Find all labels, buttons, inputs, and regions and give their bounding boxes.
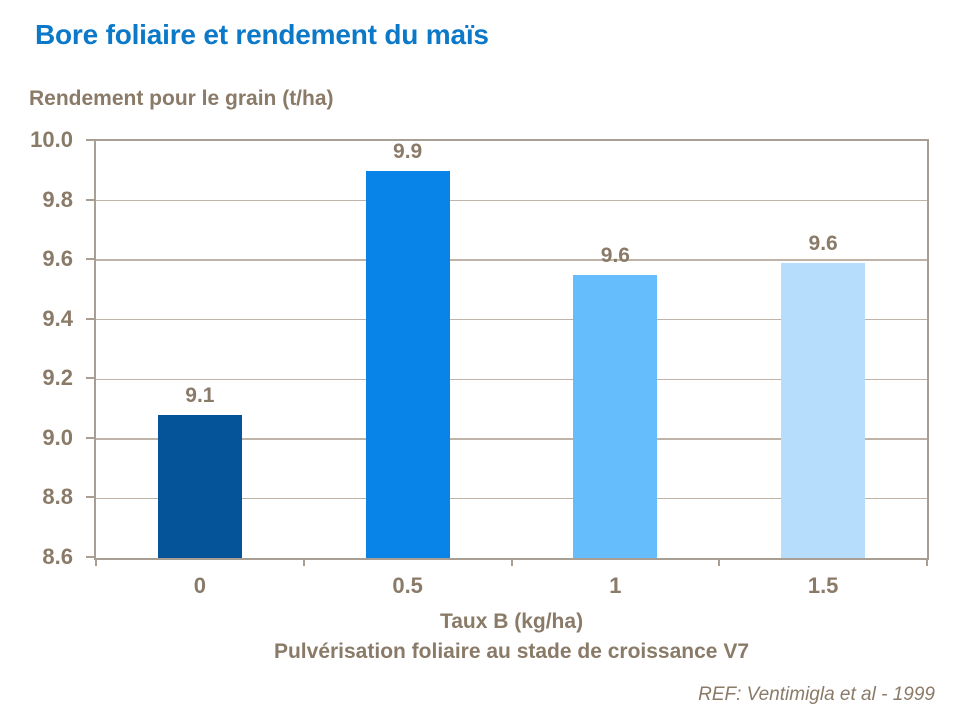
bar-0.5 xyxy=(365,170,450,558)
bar-value-label-1.5: 9.6 xyxy=(808,232,838,256)
y-tick-label-9.8: 9.8 xyxy=(42,186,73,212)
reference-note: REF: Ventimigla et al - 1999 xyxy=(698,684,935,705)
bar-1.5 xyxy=(781,263,866,558)
y-tick-label-9.4: 9.4 xyxy=(42,305,73,331)
bar-value-label-0.5: 9.9 xyxy=(393,139,423,163)
gridline-9.2 xyxy=(96,378,927,381)
x-axis-subtitle: Pulvérisation foliaire au stade de crois… xyxy=(273,640,750,663)
x-tick-label-0: 0 xyxy=(193,573,206,598)
chart-title: Bore foliaire et rendement du maïs xyxy=(35,19,489,50)
x-tick-mark xyxy=(718,560,721,566)
y-tick-label-9.2: 9.2 xyxy=(42,365,73,391)
gridline-9.8 xyxy=(96,199,927,202)
bar-0 xyxy=(157,415,242,558)
y-tick-mark xyxy=(86,556,94,558)
y-tick-label-8.8: 8.8 xyxy=(42,484,73,510)
x-tick-label-0.5: 0.5 xyxy=(392,573,423,598)
x-tick-mark xyxy=(302,560,305,566)
x-tick-mark xyxy=(926,560,928,566)
y-tick-mark xyxy=(86,496,94,499)
y-axis-title: Rendement pour le grain (t/ha) xyxy=(29,87,334,110)
gridline-8.8 xyxy=(96,497,927,500)
bar-value-label-0: 9.1 xyxy=(185,384,215,408)
y-tick-mark xyxy=(86,258,94,261)
x-tick-mark xyxy=(510,560,513,566)
plot-area: 9.1 9.9 9.6 9.6 xyxy=(94,139,929,560)
x-tick-mark xyxy=(95,560,97,566)
bar-value-label-1: 9.6 xyxy=(600,244,630,268)
y-tick-label-8.6: 8.6 xyxy=(42,544,73,569)
x-tick-label-1: 1 xyxy=(609,573,622,598)
y-tick-mark xyxy=(86,377,94,380)
y-tick-mark xyxy=(86,436,94,439)
gridline-9.4 xyxy=(96,318,927,321)
y-tick-label-10.0: 10.0 xyxy=(30,127,73,152)
bar-1 xyxy=(573,275,658,558)
gridline-9.6 xyxy=(96,259,927,261)
gridline-9 xyxy=(96,438,927,440)
x-tick-label-1.5: 1.5 xyxy=(807,573,839,598)
x-axis-title: Taux B (kg/ha) xyxy=(439,610,584,633)
y-tick-mark xyxy=(86,198,94,201)
y-tick-label-9.0: 9.0 xyxy=(42,424,73,450)
y-tick-mark xyxy=(86,139,94,141)
y-tick-label-9.6: 9.6 xyxy=(42,246,73,272)
y-tick-mark xyxy=(86,317,94,320)
